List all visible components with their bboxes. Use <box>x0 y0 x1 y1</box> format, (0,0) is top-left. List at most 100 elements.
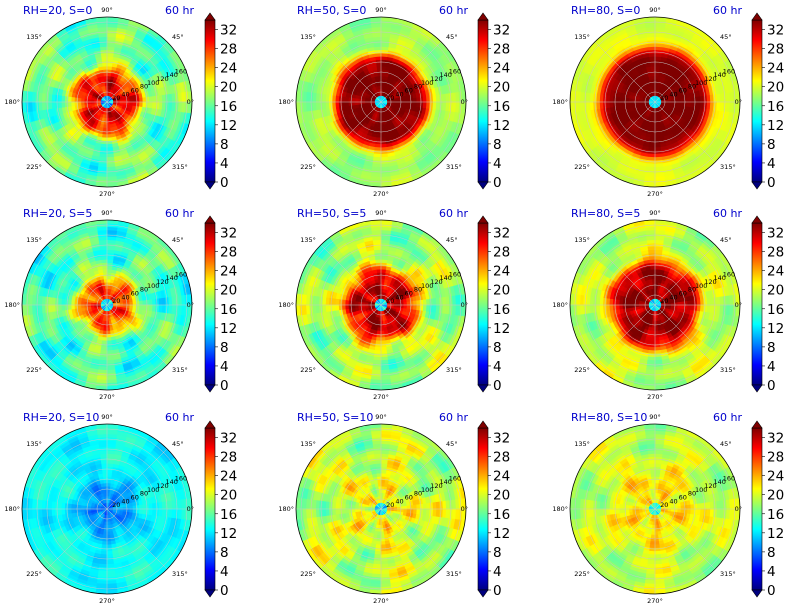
colorbar: 0 4 8 12 16 20 24 28 32 <box>477 420 510 599</box>
colorbar-tick-label: 4 <box>493 359 502 375</box>
colorbar-tick-label: 0 <box>767 378 776 394</box>
radial-tick-label: 80 <box>414 490 422 498</box>
polar-grid <box>22 220 192 390</box>
polar-frame <box>295 16 467 188</box>
angle-tick-label: 45° <box>172 33 184 41</box>
angle-tick-label: 45° <box>720 236 732 244</box>
radial-tick-label: 140 <box>165 478 177 486</box>
colorbar-tick-label: 20 <box>767 488 784 504</box>
colorbar-tick-label: 20 <box>493 80 510 96</box>
colorbar-tick-label: 32 <box>493 23 510 39</box>
panel-title: RH=50, S=0 <box>297 4 366 17</box>
colorbar-tick-label: 0 <box>493 583 502 599</box>
angle-tick-label: 0° <box>461 301 468 309</box>
colorbar-tick-label: 32 <box>220 226 237 242</box>
angle-tick-label: 135° <box>26 440 42 448</box>
radial-tick-label: 140 <box>439 71 451 79</box>
panel-6: 0°45°90°135°180°225°270°315°20 40 60 801001… <box>552 207 784 401</box>
colorbar-tick-label: 32 <box>493 226 510 242</box>
panel-title: RH=50, S=5 <box>297 207 366 220</box>
angle-tick-label: 270° <box>373 597 389 605</box>
colorbar-tick-label: 4 <box>220 359 229 375</box>
colorbar-tick-label: 8 <box>220 137 229 153</box>
colorbar-tick-label: 8 <box>493 545 502 561</box>
colorbar-extend-min <box>204 181 216 190</box>
angle-tick-label: 45° <box>172 236 184 244</box>
panels: 0°45°90°135°180°225°270°315°20 40 60 801001… <box>4 4 784 605</box>
colorbar-tick-label: 12 <box>493 321 510 337</box>
colorbar-tick-label: 20 <box>767 283 784 299</box>
angle-tick-label: 270° <box>647 393 663 401</box>
panel-3: 0°45°90°135°180°225°270°315°20 40 60 801001… <box>552 4 784 198</box>
angle-tick-label: 315° <box>446 366 462 374</box>
panel-title: RH=20, S=5 <box>23 207 92 220</box>
angle-tick-label: 270° <box>647 190 663 198</box>
panel-8: 0°45°90°135°180°225°270°315°20 40 60 801001… <box>278 411 510 605</box>
radial-tick-label: 60 <box>405 290 413 298</box>
colorbar-body <box>751 427 763 591</box>
radial-tick-label: 60 <box>679 290 687 298</box>
radial-tick-label: 120 <box>156 482 168 490</box>
radial-tick-label: 40 <box>121 497 129 505</box>
colorbar-extend-min <box>477 181 489 190</box>
colorbar: 0 4 8 12 16 20 24 28 32 <box>477 215 510 394</box>
radial-tick-label: 120 <box>156 75 168 83</box>
angle-tick-label: 180° <box>278 301 294 309</box>
panel-time-label: 60 hr <box>165 4 194 17</box>
colorbar-tick-label: 16 <box>220 302 237 318</box>
colorbar-tick-label: 8 <box>220 340 229 356</box>
angle-tick-label: 135° <box>300 33 316 41</box>
angle-tick-label: 180° <box>552 301 568 309</box>
radial-tick-label: 20 <box>660 501 668 509</box>
colorbar-tick-label: 16 <box>767 507 784 523</box>
polar-frame <box>295 219 467 391</box>
colorbar-tick-label: 4 <box>493 156 502 172</box>
colorbar-extend-max <box>751 215 763 224</box>
radial-tick-label: 40 <box>395 497 403 505</box>
angle-tick-label: 270° <box>99 393 115 401</box>
radial-tick-label: 40 <box>395 293 403 301</box>
angle-tick-label: 135° <box>26 236 42 244</box>
angle-tick-label: 315° <box>720 366 736 374</box>
angle-tick-label: 135° <box>574 33 590 41</box>
polar-grid <box>22 17 192 187</box>
colorbar-extend-max <box>477 420 489 429</box>
panel-time-label: 60 hr <box>165 207 194 220</box>
radial-tick-label: 100 <box>695 282 707 290</box>
polar-frame <box>21 219 193 391</box>
angle-tick-label: 315° <box>720 163 736 171</box>
colorbar-tick-label: 0 <box>767 175 776 191</box>
radial-tick-label: 100 <box>695 79 707 87</box>
colorbar-tick-label: 20 <box>493 488 510 504</box>
colorbar-tick-label: 8 <box>767 545 776 561</box>
angle-tick-label: 90° <box>101 413 113 421</box>
colorbar: 0 4 8 12 16 20 24 28 32 <box>477 12 510 191</box>
radial-tick-label: 20 <box>112 501 120 509</box>
radial-tick-label: 20 <box>660 297 668 305</box>
panel-time-label: 60 hr <box>713 207 742 220</box>
panel-9: 0°45°90°135°180°225°270°315°20 40 60 801001… <box>552 411 784 605</box>
colorbar-tick-label: 12 <box>767 526 784 542</box>
colorbar-body <box>204 427 216 591</box>
colorbar-tick-label: 4 <box>767 359 776 375</box>
angle-tick-label: 225° <box>300 163 316 171</box>
colorbar-tick-label: 32 <box>767 226 784 242</box>
panel-7: 0°45°90°135°180°225°270°315°20 40 60 801001… <box>4 411 237 605</box>
colorbar-tick-label: 0 <box>220 378 229 394</box>
angle-tick-label: 225° <box>300 366 316 374</box>
colorbar-tick-label: 16 <box>220 99 237 115</box>
angle-tick-label: 270° <box>373 393 389 401</box>
radial-tick-label: 20 <box>660 94 668 102</box>
angle-tick-label: 225° <box>574 366 590 374</box>
colorbar-extend-min <box>751 589 763 598</box>
radial-tick-label: 60 <box>131 494 139 502</box>
angle-tick-label: 0° <box>187 505 194 513</box>
angle-tick-label: 90° <box>649 413 661 421</box>
colorbar-tick-label: 8 <box>493 340 502 356</box>
colorbar: 0 4 8 12 16 20 24 28 32 <box>751 12 784 191</box>
radial-tick-label: 140 <box>713 478 725 486</box>
colorbar-tick-label: 28 <box>220 245 237 261</box>
polar-frame <box>21 16 193 188</box>
angle-tick-label: 180° <box>278 505 294 513</box>
panel-time-label: 60 hr <box>713 411 742 424</box>
